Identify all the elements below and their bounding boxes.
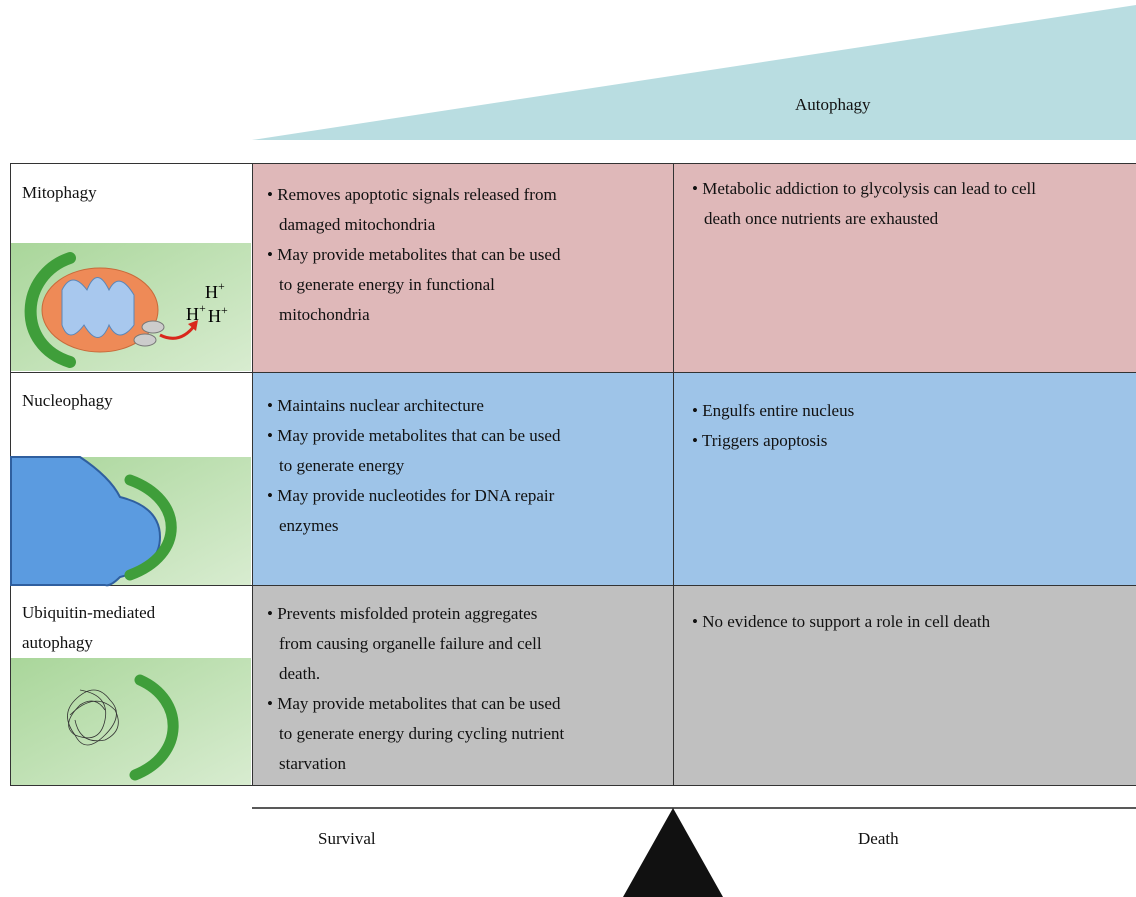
aggregate	[67, 689, 119, 746]
ion-charge: +	[221, 303, 228, 317]
ubiquitin-image	[11, 658, 251, 785]
survival-label: Survival	[318, 829, 376, 848]
proton-arrow	[159, 324, 197, 340]
bullet-item: May provide metabolites that can be used…	[265, 421, 565, 481]
phagophore	[124, 474, 177, 581]
bullet-item: Metabolic addiction to glycolysis can le…	[690, 174, 1040, 234]
pump	[133, 333, 157, 347]
ion-symbol: H	[186, 304, 199, 324]
bullet-item: No evidence to support a role in cell de…	[690, 607, 1040, 637]
bullet-item: Maintains nuclear architecture	[265, 391, 565, 421]
ion-charge: +	[199, 301, 206, 315]
nucleus	[10, 456, 162, 587]
bullet-item: Prevents misfolded protein aggregates fr…	[265, 599, 565, 689]
ion-symbol: H	[205, 282, 218, 302]
fulcrum	[623, 808, 723, 897]
row-label: Nucleophagy	[22, 391, 113, 410]
ion: H+	[208, 303, 228, 326]
bullet-item: Engulfs entire nucleus	[690, 396, 1040, 426]
arrow-head	[188, 320, 198, 331]
gradient-label: Autophagy	[795, 95, 871, 114]
death-label: Death	[858, 829, 899, 848]
survival-list: Removes apoptotic signals released from …	[265, 180, 565, 330]
ion: H+	[186, 301, 206, 324]
ion: H+	[205, 279, 225, 302]
bullet-item: Removes apoptotic signals released from …	[265, 180, 565, 240]
survival-list: Prevents misfolded protein aggregates fr…	[265, 599, 565, 779]
ion-symbol: H	[208, 306, 221, 326]
bullet-item: Triggers apoptosis	[690, 426, 1040, 456]
ion-charge: +	[218, 279, 225, 293]
bullet-item: May provide nucleotides for DNA repair e…	[265, 481, 565, 541]
death-list: Metabolic addiction to glycolysis can le…	[690, 174, 1040, 234]
phagophore	[24, 252, 76, 368]
death-list: No evidence to support a role in cell de…	[690, 607, 1040, 637]
cristae	[61, 277, 135, 338]
phagophore	[129, 674, 179, 781]
bullet-item: May provide metabolites that can be used…	[265, 240, 565, 330]
row-label: Mitophagy	[22, 183, 97, 202]
row-label: Ubiquitin-mediated autophagy	[22, 603, 156, 652]
autophagy-wedge	[252, 5, 1136, 140]
pump	[141, 320, 165, 334]
death-list: Engulfs entire nucleusTriggers apoptosis	[690, 396, 1040, 456]
survival-list: Maintains nuclear architectureMay provid…	[265, 391, 565, 541]
bullet-item: May provide metabolites that can be used…	[265, 689, 565, 779]
